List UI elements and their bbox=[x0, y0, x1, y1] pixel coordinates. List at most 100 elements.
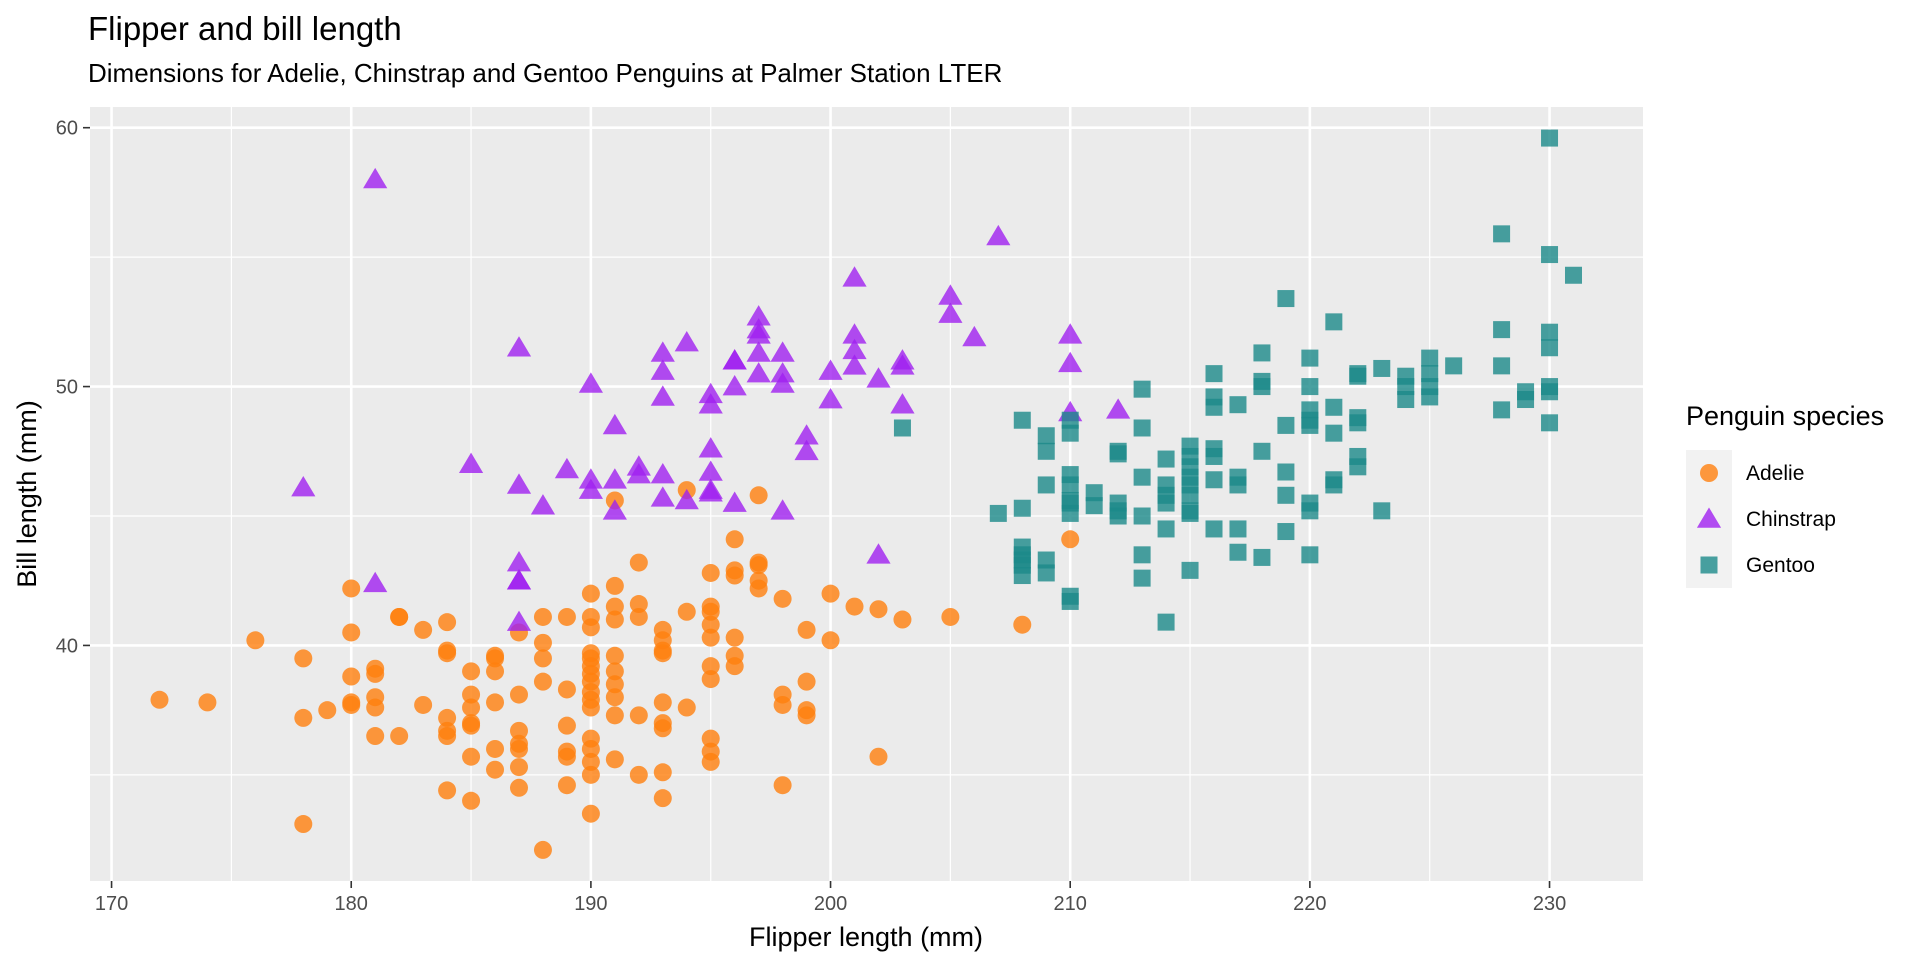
data-point-chinstrap bbox=[986, 224, 1011, 246]
data-point-chinstrap bbox=[650, 341, 675, 362]
series-adelie bbox=[150, 481, 1080, 859]
data-point-chinstrap bbox=[363, 167, 388, 189]
data-point-gentoo bbox=[1301, 378, 1319, 396]
data-point-gentoo bbox=[1277, 523, 1295, 541]
legend-label-adelie: Adelie bbox=[1746, 462, 1804, 485]
data-point-adelie bbox=[557, 680, 576, 699]
data-point-adelie bbox=[749, 556, 768, 575]
data-point-chinstrap bbox=[722, 491, 747, 512]
data-point-gentoo bbox=[1253, 548, 1271, 566]
data-point-adelie bbox=[438, 613, 457, 632]
data-point-adelie bbox=[797, 672, 816, 691]
data-point-gentoo bbox=[1301, 416, 1319, 434]
data-point-chinstrap bbox=[674, 331, 699, 352]
data-point-gentoo bbox=[1037, 551, 1055, 569]
data-point-adelie bbox=[581, 765, 600, 784]
data-point-chinstrap bbox=[578, 468, 603, 489]
data-point-adelie bbox=[1013, 615, 1032, 634]
legend: Penguin species Adelie Chinstrap Gentoo bbox=[1686, 401, 1884, 588]
data-point-chinstrap bbox=[650, 486, 675, 507]
data-point-chinstrap bbox=[291, 475, 316, 497]
data-point-adelie bbox=[438, 708, 457, 727]
y-tick-label: 40 bbox=[56, 635, 78, 657]
data-point-chinstrap bbox=[506, 473, 532, 494]
legend-label-gentoo: Gentoo bbox=[1746, 554, 1815, 577]
data-point-gentoo bbox=[1085, 484, 1103, 502]
data-point-adelie bbox=[557, 716, 576, 735]
data-point-adelie bbox=[869, 600, 888, 619]
data-point-adelie bbox=[797, 620, 816, 639]
data-point-gentoo bbox=[1229, 543, 1247, 561]
data-point-gentoo bbox=[1229, 476, 1247, 494]
data-point-chinstrap bbox=[506, 551, 532, 572]
data-point-gentoo bbox=[1061, 411, 1079, 429]
data-point-chinstrap bbox=[722, 375, 747, 396]
data-point-gentoo bbox=[1421, 349, 1439, 367]
data-point-gentoo bbox=[1253, 442, 1271, 460]
data-point-chinstrap bbox=[698, 437, 723, 458]
data-point-adelie bbox=[294, 708, 313, 727]
data-point-gentoo bbox=[1349, 458, 1367, 476]
data-point-gentoo bbox=[1564, 266, 1582, 284]
data-point-adelie bbox=[342, 623, 361, 642]
data-point-gentoo bbox=[1397, 378, 1415, 396]
data-point-adelie bbox=[821, 584, 840, 603]
data-point-chinstrap bbox=[818, 359, 843, 380]
data-point-gentoo bbox=[1061, 504, 1079, 522]
data-point-adelie bbox=[701, 657, 720, 676]
x-tick-label: 220 bbox=[1293, 893, 1326, 915]
data-point-gentoo bbox=[1037, 564, 1055, 582]
data-point-adelie bbox=[581, 584, 600, 603]
data-point-gentoo bbox=[1229, 520, 1247, 538]
data-point-adelie bbox=[653, 644, 672, 663]
data-point-chinstrap bbox=[506, 569, 532, 590]
data-point-gentoo bbox=[1037, 427, 1055, 445]
data-point-adelie bbox=[605, 576, 624, 595]
data-point-adelie bbox=[486, 760, 505, 779]
data-point-gentoo bbox=[1061, 592, 1079, 610]
data-point-chinstrap bbox=[578, 478, 603, 499]
data-point-adelie bbox=[629, 595, 648, 614]
data-point-gentoo bbox=[1133, 468, 1151, 486]
data-point-adelie bbox=[629, 706, 648, 725]
data-point-chinstrap bbox=[770, 499, 795, 520]
data-point-adelie bbox=[509, 685, 528, 704]
data-point-adelie bbox=[941, 607, 960, 626]
x-tick-label: 180 bbox=[335, 893, 368, 915]
data-point-adelie bbox=[533, 649, 552, 668]
data-point-adelie bbox=[701, 563, 720, 582]
data-point-adelie bbox=[581, 804, 600, 823]
data-point-gentoo bbox=[1541, 129, 1559, 147]
data-point-gentoo bbox=[1325, 424, 1343, 442]
data-point-adelie bbox=[533, 633, 552, 652]
data-point-adelie bbox=[869, 747, 888, 766]
data-point-gentoo bbox=[1421, 388, 1439, 406]
data-point-chinstrap bbox=[650, 463, 675, 484]
data-point-adelie bbox=[1061, 530, 1080, 549]
data-point-adelie bbox=[725, 566, 744, 585]
data-point-adelie bbox=[462, 685, 481, 704]
data-point-adelie bbox=[486, 662, 505, 681]
data-point-chinstrap bbox=[1058, 351, 1083, 373]
data-point-adelie bbox=[677, 698, 696, 717]
data-point-gentoo bbox=[1493, 321, 1511, 339]
data-point-adelie bbox=[605, 750, 624, 769]
data-point-adelie bbox=[701, 602, 720, 621]
data-point-gentoo bbox=[1157, 494, 1175, 512]
data-point-gentoo bbox=[1301, 349, 1319, 367]
data-point-gentoo bbox=[1541, 383, 1559, 401]
x-tick-label: 230 bbox=[1533, 893, 1566, 915]
chart-title: Flipper and bill length bbox=[88, 10, 402, 47]
data-point-chinstrap bbox=[770, 341, 795, 362]
data-point-adelie bbox=[557, 747, 576, 766]
data-point-adelie bbox=[605, 688, 624, 707]
data-point-chinstrap bbox=[962, 325, 987, 347]
data-point-gentoo bbox=[1541, 323, 1559, 341]
data-point-gentoo bbox=[1205, 447, 1223, 465]
data-point-adelie bbox=[533, 840, 552, 859]
y-axis-title: Bill length (mm) bbox=[12, 400, 42, 588]
data-point-adelie bbox=[462, 747, 481, 766]
data-point-gentoo bbox=[1253, 344, 1271, 362]
data-point-chinstrap bbox=[842, 338, 867, 360]
data-point-gentoo bbox=[1301, 546, 1319, 564]
